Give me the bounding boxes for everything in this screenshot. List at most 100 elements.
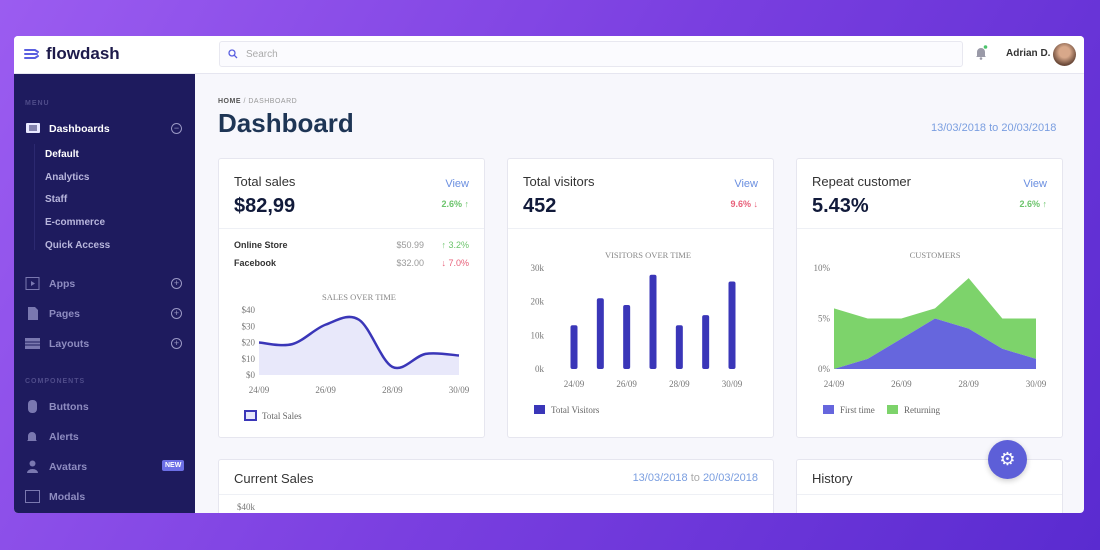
sidebar-item-buttons[interactable]: Buttons — [49, 401, 89, 413]
x-tick-label: 24/09 — [824, 379, 845, 389]
legend-swatch — [534, 405, 545, 414]
card-title: Repeat customer — [812, 174, 911, 189]
customers-chart: CUSTOMERS 0% 5% 10% 24/09 26/09 28/09 30/09 Firs… — [814, 250, 1047, 415]
app-name: flowdash — [46, 44, 120, 63]
sales-chart: SALES OVER TIME $0 $10 $20 $30 $40 24/09 26/09 2… — [242, 292, 470, 421]
gear-icon: ⚙ — [999, 449, 1016, 469]
x-tick-label: 26/09 — [315, 385, 336, 395]
app-window: flowdash Search Adrian D. MENU Dashboard… — [14, 36, 1084, 513]
x-tick-label: 26/09 — [891, 379, 912, 389]
date-from[interactable]: 13/03/2018 — [632, 472, 688, 484]
bar — [649, 274, 657, 369]
date-range-picker[interactable]: 13/03/2018 to 20/03/2018 — [633, 472, 758, 484]
sidebar-item-modals[interactable]: Modals — [49, 491, 86, 503]
logo[interactable]: flowdash — [24, 44, 120, 64]
card-title: Total visitors — [523, 174, 595, 189]
row-change: ↓ 7.0% — [441, 258, 469, 268]
bar — [623, 305, 631, 369]
date-range-picker[interactable]: 13/03/2018 to 20/03/2018 — [931, 122, 1057, 134]
row-change: ↑ 3.2% — [441, 240, 469, 250]
sidebar-subitem-analytics[interactable]: Analytics — [45, 172, 90, 183]
y-tick-label: 30k — [531, 263, 545, 273]
expand-icon[interactable]: + — [171, 308, 182, 319]
sidebar-subitem-staff[interactable]: Staff — [45, 194, 68, 205]
card-value: $82,99 — [234, 195, 296, 217]
legend-label: Total Sales — [262, 411, 302, 421]
collapse-icon[interactable]: − — [171, 123, 182, 134]
sidebar-subitem-ecommerce[interactable]: E-commerce — [45, 217, 106, 228]
view-link[interactable]: View — [1023, 178, 1047, 190]
notifications-bell-icon[interactable] — [974, 45, 988, 66]
menu-section-label: MENU — [25, 100, 50, 107]
settings-button[interactable]: ⚙ — [988, 440, 1027, 479]
sidebar-item-layouts[interactable]: Layouts — [49, 338, 90, 350]
x-tick-label: 28/09 — [382, 385, 403, 395]
search-input[interactable]: Search — [219, 41, 963, 67]
series-area — [259, 316, 459, 375]
view-link[interactable]: View — [445, 178, 469, 190]
user-name[interactable]: Adrian D. — [1006, 48, 1051, 59]
y-tick-label: $40k — [237, 502, 255, 512]
x-tick-label: 26/09 — [616, 379, 637, 389]
series-line-total-sales — [258, 315, 460, 370]
sidebar-item-pages[interactable]: Pages — [49, 308, 80, 320]
legend-label: Total Visitors — [551, 405, 600, 415]
date-to[interactable]: 20/03/2018 — [702, 472, 758, 484]
page-title: Dashboard — [218, 108, 354, 138]
layouts-icon — [25, 338, 40, 349]
sidebar-item-alerts[interactable]: Alerts — [49, 431, 79, 443]
bar — [596, 298, 604, 369]
breadcrumb-home[interactable]: HOME — [218, 98, 241, 105]
new-badge: NEW — [162, 460, 185, 471]
x-tick-label: 30/09 — [449, 385, 470, 395]
y-tick-label: 10k — [531, 330, 545, 340]
change-indicator: 9.6% ↓ — [730, 199, 758, 209]
y-tick-label: $10 — [242, 354, 256, 364]
repeat-customer-card: Repeat customer 5.43% View 2.6% ↑ CUSTOM… — [796, 158, 1063, 438]
change-indicator: 2.6% ↑ — [1019, 199, 1047, 209]
view-link[interactable]: View — [734, 178, 758, 190]
sidebar-item-avatars[interactable]: Avatars — [49, 461, 88, 473]
pages-icon — [28, 307, 38, 320]
card-value: 452 — [523, 195, 557, 217]
legend-label: First time — [840, 405, 875, 415]
table-row: Online Store $50.99 ↑ 3.2% — [234, 240, 469, 250]
person-icon — [27, 460, 38, 473]
row-label: Online Store — [234, 240, 288, 250]
flowdash-logo-icon — [24, 49, 39, 59]
legend-label: Returning — [904, 405, 940, 415]
expand-icon[interactable]: + — [171, 338, 182, 349]
change-indicator: 2.6% ↑ — [441, 199, 469, 209]
y-tick-label: $40 — [242, 305, 256, 315]
card-value: 5.43% — [812, 195, 869, 217]
expand-icon[interactable]: + — [171, 278, 182, 289]
y-tick-label: 10% — [814, 263, 831, 273]
sidebar: MENU Dashboards − Default Analytics Staf… — [14, 74, 195, 513]
sidebar-item-apps[interactable]: Apps — [49, 278, 76, 290]
avatar[interactable] — [1053, 43, 1076, 66]
y-tick-label: 0% — [818, 364, 831, 374]
dashboard-icon — [26, 123, 40, 133]
y-tick-label: $20 — [242, 338, 256, 348]
visitors-chart: VISITORS OVER TIME 0k 10k 20k 30k 24/09 26/09 2… — [531, 250, 743, 415]
chart-title: CUSTOMERS — [910, 250, 961, 260]
apps-icon — [25, 277, 40, 290]
card-title: Total sales — [234, 174, 296, 189]
topbar: flowdash Search Adrian D. — [14, 36, 1084, 74]
chart-title: VISITORS OVER TIME — [605, 250, 691, 260]
y-tick-label: 0k — [535, 364, 545, 374]
table-row: Facebook $32.00 ↓ 7.0% — [234, 258, 469, 268]
sidebar-item-dashboards[interactable]: Dashboards — [49, 123, 110, 135]
sidebar-subitem-default[interactable]: Default — [45, 149, 79, 160]
x-tick-label: 28/09 — [669, 379, 690, 389]
breadcrumb-separator: / — [243, 98, 246, 105]
x-tick-label: 24/09 — [249, 385, 270, 395]
bar — [675, 325, 683, 369]
row-label: Facebook — [234, 258, 277, 268]
modal-icon — [25, 490, 40, 503]
mouse-icon — [28, 400, 37, 413]
search-icon — [228, 49, 238, 59]
breadcrumb: HOME / DASHBOARD — [218, 98, 297, 105]
sidebar-subitem-quick-access[interactable]: Quick Access — [45, 240, 111, 251]
y-tick-label: $30 — [242, 321, 256, 331]
